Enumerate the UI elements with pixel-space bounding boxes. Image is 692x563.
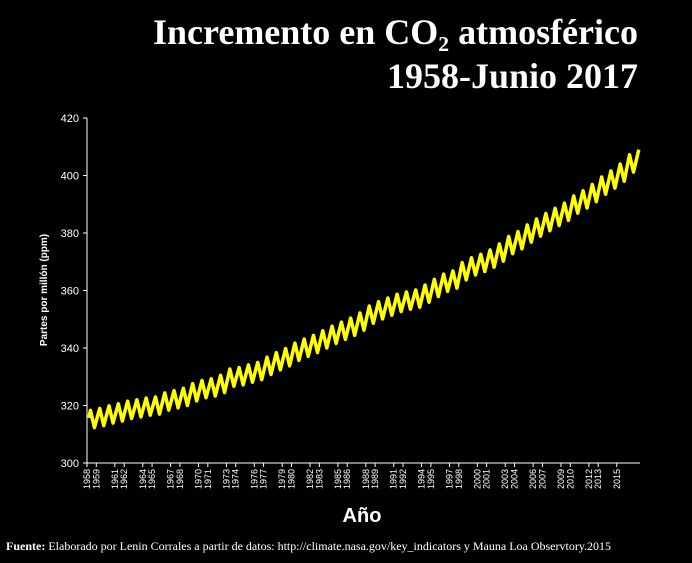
x-tick-label: 2010 xyxy=(565,469,575,489)
x-tick-label: 2006 xyxy=(528,469,538,489)
x-tick-label: 1995 xyxy=(426,469,436,489)
x-tick-label: 1985 xyxy=(333,469,343,489)
x-tick-label: 1994 xyxy=(417,469,427,489)
x-tick-label: 1998 xyxy=(454,469,464,489)
x-tick-label: 1980 xyxy=(286,469,296,489)
chart-subtitle: 1958-Junio 2017 xyxy=(387,56,638,96)
y-tick-label: 340 xyxy=(61,343,79,355)
x-tick-label: 2004 xyxy=(510,469,520,489)
x-tick-label: 2013 xyxy=(593,469,603,489)
x-tick-label: 1970 xyxy=(194,469,204,489)
x-tick-label: 1979 xyxy=(277,469,287,489)
data-line xyxy=(87,149,641,430)
x-tick-label: 1991 xyxy=(389,469,399,489)
y-tick-label: 300 xyxy=(61,458,79,470)
x-tick-label: 1958 xyxy=(82,469,92,489)
y-tick-label: 420 xyxy=(61,113,79,125)
x-tick-label: 1997 xyxy=(444,469,454,489)
x-tick-label: 1964 xyxy=(138,469,148,489)
y-tick-label: 400 xyxy=(61,171,79,183)
x-tick-label: 1965 xyxy=(147,469,157,489)
x-tick-label: 2009 xyxy=(556,469,566,489)
x-tick-label: 1959 xyxy=(91,469,101,489)
source-note: Fuente: Elaborado por Lenin Corrales a p… xyxy=(6,539,611,554)
x-tick-label: 1962 xyxy=(119,469,129,489)
chart: Incremento en CO₂ atmosférico 1958-Junio… xyxy=(39,12,641,527)
x-tick-label: 1967 xyxy=(166,469,176,489)
x-tick-label: 2007 xyxy=(537,469,547,489)
y-tick-label: 380 xyxy=(61,228,79,240)
x-tick-label: 1976 xyxy=(249,469,259,489)
x-tick-label: 2012 xyxy=(584,469,594,489)
x-tick-label: 2001 xyxy=(482,469,492,489)
y-tick-label: 360 xyxy=(61,286,79,298)
source-label: Fuente: xyxy=(6,539,46,553)
x-axis-label: Año xyxy=(343,505,382,527)
x-tick-label: 1961 xyxy=(110,469,120,489)
x-tick-label: 2000 xyxy=(472,469,482,489)
x-tick-label: 2015 xyxy=(612,469,622,489)
x-tick-label: 1971 xyxy=(203,469,213,489)
x-tick-label: 1989 xyxy=(370,469,380,489)
y-axis-label: Partes por millón (ppm) xyxy=(39,234,50,346)
x-tick-label: 1992 xyxy=(398,469,408,489)
x-tick-label: 2003 xyxy=(500,469,510,489)
x-tick-label: 1977 xyxy=(259,469,269,489)
x-tick-label: 1982 xyxy=(305,469,315,489)
x-tick-label: 1974 xyxy=(231,469,241,489)
x-tick-label: 1986 xyxy=(342,469,352,489)
y-tick-label: 320 xyxy=(61,401,79,413)
chart-title: Incremento en CO₂ atmosférico xyxy=(153,12,638,52)
x-tick-label: 1968 xyxy=(175,469,185,489)
source-text: Elaborado por Lenin Corrales a partir de… xyxy=(45,539,612,553)
x-tick-label: 1988 xyxy=(361,469,371,489)
x-tick-label: 1983 xyxy=(314,469,324,489)
x-tick-label: 1973 xyxy=(221,469,231,489)
